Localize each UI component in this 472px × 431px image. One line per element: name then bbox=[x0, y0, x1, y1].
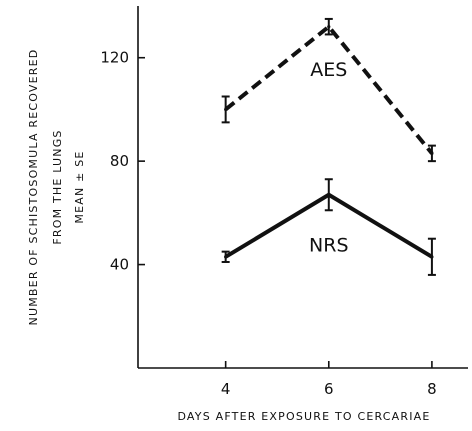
x-tick-label: 8 bbox=[427, 380, 437, 398]
series-line-aes bbox=[224, 23, 434, 155]
data-point-nrs bbox=[224, 255, 228, 259]
y-tick-label: 40 bbox=[110, 256, 129, 274]
y-tick-label: 120 bbox=[100, 49, 129, 67]
y-axis-title-line-2: FROM THE LUNGS bbox=[51, 129, 64, 244]
data-point-aes bbox=[224, 107, 228, 112]
series-label-aes: AES bbox=[310, 59, 347, 81]
series-label-nrs: NRS bbox=[309, 235, 348, 257]
x-tick-label: 6 bbox=[324, 380, 334, 398]
data-point-aes bbox=[327, 25, 331, 29]
data-point-nrs bbox=[430, 255, 434, 259]
y-tick-label: 80 bbox=[110, 152, 129, 170]
ticks: 40 80 120 4 6 8 bbox=[100, 49, 436, 398]
x-axis-title: DAYS AFTER EXPOSURE TO CERCARIAE bbox=[177, 410, 430, 423]
labels: DAYS AFTER EXPOSURE TO CERCARIAE NUMBER … bbox=[27, 49, 430, 423]
series-layer: AES NRS bbox=[221, 17, 436, 276]
data-point-nrs bbox=[327, 193, 331, 197]
data-point-aes bbox=[430, 151, 434, 155]
y-axis-title-line-3: MEAN ± SE bbox=[73, 150, 86, 223]
y-axis-title-line-1: NUMBER OF SCHISTOSOMULA RECOVERED bbox=[27, 49, 40, 326]
axes bbox=[137, 6, 468, 369]
x-tick-label: 4 bbox=[221, 380, 231, 398]
